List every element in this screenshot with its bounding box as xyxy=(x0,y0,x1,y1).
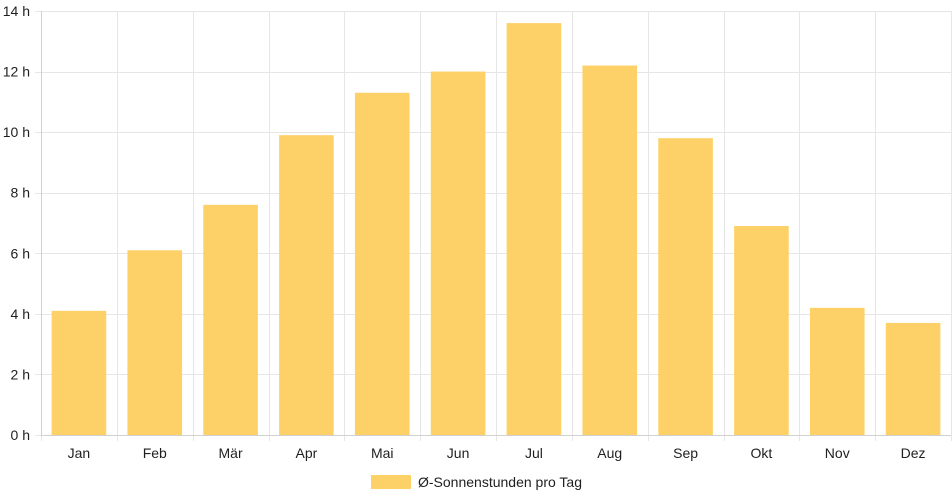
x-tick-label: Apr xyxy=(296,445,318,461)
axes xyxy=(41,11,951,436)
bar-feb[interactable] xyxy=(127,250,183,435)
x-tick-label: Okt xyxy=(751,445,773,461)
x-tick-label: Jul xyxy=(525,445,543,461)
bar-jan[interactable] xyxy=(51,310,107,435)
y-tick-label: 8 h xyxy=(11,185,30,201)
bars xyxy=(51,23,941,436)
legend-swatch[interactable] xyxy=(371,475,411,489)
bar-dez[interactable] xyxy=(885,322,941,435)
x-tick-label: Dez xyxy=(901,445,926,461)
bar-nov[interactable] xyxy=(809,307,865,435)
x-tick-label: Mär xyxy=(219,445,243,461)
bar-aug[interactable] xyxy=(582,65,638,435)
x-axis-tick-labels: Jan Feb Mär Apr Mai Jun Jul Aug Sep Okt Nov Dez xyxy=(68,445,926,461)
y-tick-label: 12 h xyxy=(3,64,30,80)
x-tick-label: Nov xyxy=(825,445,850,461)
y-tick-label: 2 h xyxy=(11,366,30,382)
y-axis-tick-labels: 0 h 2 h 4 h 6 h 8 h 10 h 12 h 14 h xyxy=(3,3,30,443)
x-tick-label: Jan xyxy=(68,445,91,461)
bar-sep[interactable] xyxy=(658,138,713,435)
bar-jun[interactable] xyxy=(430,71,486,436)
y-tick-label: 4 h xyxy=(11,306,30,322)
legend-label[interactable]: Ø-Sonnenstunden pro Tag xyxy=(418,474,582,490)
y-tick-label: 0 h xyxy=(11,427,30,443)
grid-lines xyxy=(35,11,952,441)
legend[interactable]: Ø-Sonnenstunden pro Tag xyxy=(371,474,582,490)
x-tick-label: Feb xyxy=(143,445,167,461)
bar-okt[interactable] xyxy=(734,226,789,435)
y-tick-label: 10 h xyxy=(3,124,30,140)
bar-mär[interactable] xyxy=(203,204,258,435)
x-tick-label: Jun xyxy=(447,445,470,461)
bar-jul[interactable] xyxy=(506,23,562,435)
y-tick-label: 14 h xyxy=(3,3,30,19)
bar-mai[interactable] xyxy=(354,92,410,436)
bar-apr[interactable] xyxy=(279,135,334,435)
x-tick-label: Mai xyxy=(371,445,394,461)
x-tick-label: Sep xyxy=(673,445,698,461)
y-tick-label: 6 h xyxy=(11,245,30,261)
x-tick-label: Aug xyxy=(597,445,622,461)
